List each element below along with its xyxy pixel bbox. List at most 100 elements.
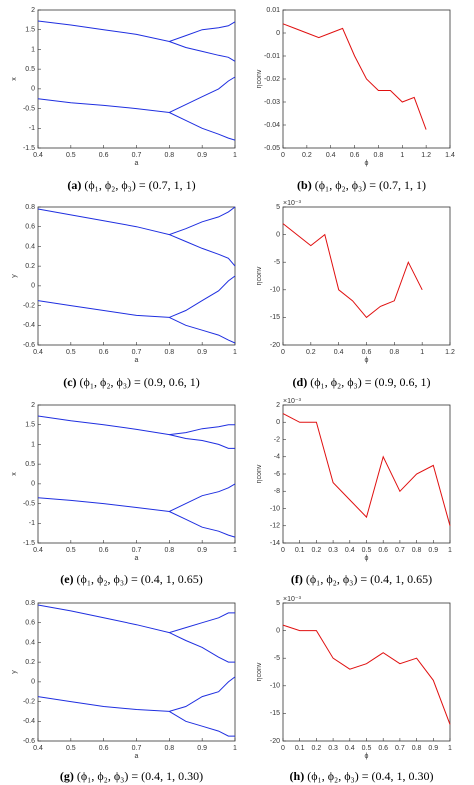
y-tick-label: -0.5	[23, 105, 35, 112]
data-line	[37, 604, 235, 634]
y-tick-label: -12	[270, 523, 280, 530]
y-multiplier: ×10⁻³	[283, 398, 302, 405]
y-tick-label: 0.2	[25, 263, 35, 270]
x-axis-label: a	[135, 357, 139, 364]
data-line	[37, 275, 236, 318]
panel-label: (g)	[60, 769, 74, 783]
caption-text: (ϕ₁, ϕ₂, ϕ₃) = (0.4, 1, 0.30)	[77, 769, 203, 783]
x-tick-label: 0.2	[312, 547, 322, 554]
y-tick-label: -1.5	[23, 145, 35, 152]
x-tick-label: 0.8	[164, 547, 174, 554]
y-tick-label: -1	[29, 125, 35, 132]
x-tick-label: 1	[448, 745, 452, 752]
x-tick-label: 0.7	[395, 745, 405, 752]
y-tick-label: 1.5	[25, 27, 35, 34]
y-tick-label: 0.5	[25, 461, 35, 468]
plot-frame	[37, 602, 236, 742]
y-tick-label: 0	[31, 481, 35, 488]
x-tick-label: 0.5	[66, 547, 76, 554]
x-tick-label: 0.1	[295, 745, 305, 752]
y-tick-label: 0.2	[25, 659, 35, 666]
plot-frame	[37, 404, 236, 544]
x-tick-label: 0.8	[164, 349, 174, 356]
panel-label: (f)	[291, 572, 303, 586]
data-line	[37, 676, 236, 712]
x-axis-label: ϕ	[365, 160, 369, 167]
x-axis-label: ϕ	[365, 753, 369, 760]
data-line	[37, 206, 236, 236]
y-tick-label: 0	[31, 86, 35, 93]
x-tick-label: 0	[281, 152, 285, 159]
data-line	[169, 710, 235, 737]
y-tick-label: 0.4	[25, 639, 35, 646]
x-axis-label: ϕ	[365, 357, 369, 364]
x-tick-label: 0.7	[132, 745, 142, 752]
caption: (g) (ϕ₁, ϕ₂, ϕ₃) = (0.4, 1, 0.30)	[60, 769, 203, 783]
y-tick-label: 5	[276, 204, 280, 211]
panel-label: (b)	[297, 178, 312, 192]
y-tick-label: -0.5	[23, 500, 35, 507]
y-tick-label: -0.05	[264, 145, 280, 152]
data-line	[169, 632, 235, 663]
y-tick-label: 1	[31, 46, 35, 53]
x-tick-label: 0.2	[312, 745, 322, 752]
caption: (h) (ϕ₁, ϕ₂, ϕ₃) = (0.4, 1, 0.30)	[290, 769, 434, 783]
y-tick-label: -5	[274, 655, 280, 662]
x-tick-label: 0.4	[326, 152, 336, 159]
x-tick-label: 0.4	[33, 349, 43, 356]
x-tick-label: 0.6	[362, 349, 372, 356]
y-tick-label: 0	[31, 283, 35, 290]
y-axis-label: x	[11, 77, 18, 81]
x-axis-label: ϕ	[365, 555, 369, 562]
data-line	[169, 316, 236, 344]
y-tick-label: -1	[29, 520, 35, 527]
y-tick-label: -4	[274, 454, 280, 461]
y-axis-label: x	[11, 472, 18, 476]
x-tick-label: 1	[400, 152, 404, 159]
y-tick-label: 0	[276, 231, 280, 238]
caption-text: (ϕ₁, ϕ₂, ϕ₃) = (0.9, 0.6, 1)	[310, 375, 430, 389]
y-tick-label: 0.6	[25, 620, 35, 627]
y-tick-label: -0.6	[23, 738, 35, 745]
caption: (b) (ϕ₁, ϕ₂, ϕ₃) = (0.7, 1, 1)	[297, 178, 426, 192]
x-tick-label: 1.4	[445, 152, 455, 159]
x-tick-label: 0.9	[197, 152, 207, 159]
y-tick-label: -10	[270, 505, 280, 512]
x-tick-label: 0.9	[197, 547, 207, 554]
caption-text: (ϕ₁, ϕ₂, ϕ₃) = (0.9, 0.6, 1)	[80, 375, 200, 389]
x-tick-label: 0.4	[345, 745, 355, 752]
x-tick-label: 0.5	[66, 349, 76, 356]
y-tick-label: 0.6	[25, 224, 35, 231]
x-tick-label: 0.9	[197, 745, 207, 752]
x-tick-label: 0.3	[328, 547, 338, 554]
x-tick-label: 0.6	[99, 349, 109, 356]
x-tick-label: 0.8	[389, 349, 399, 356]
x-tick-label: 0.6	[99, 547, 109, 554]
plot-frame	[37, 9, 236, 149]
x-tick-label: 0.5	[66, 152, 76, 159]
caption-text: (ϕ₁, ϕ₂, ϕ₃) = (0.7, 1, 1)	[315, 178, 426, 192]
x-tick-label: 0.4	[33, 547, 43, 554]
y-tick-label: 0	[276, 419, 280, 426]
y-axis-label: ηconv	[256, 69, 263, 88]
y-tick-label: -0.02	[264, 76, 280, 83]
data-line	[37, 483, 236, 513]
y-axis-label: y	[11, 670, 18, 674]
plot-frame	[282, 602, 451, 742]
y-tick-label: 1	[31, 441, 35, 448]
caption: (d) (ϕ₁, ϕ₂, ϕ₃) = (0.9, 0.6, 1)	[293, 375, 431, 389]
y-tick-label: 1.5	[25, 422, 35, 429]
y-tick-label: -0.01	[264, 53, 280, 60]
y-tick-label: 0	[276, 30, 280, 37]
x-tick-label: 0	[281, 547, 285, 554]
y-tick-label: -8	[274, 488, 280, 495]
caption: (e) (ϕ₁, ϕ₂, ϕ₃) = (0.4, 1, 0.65)	[60, 572, 203, 586]
y-tick-label: 0	[276, 627, 280, 634]
x-tick-label: 0.7	[132, 349, 142, 356]
y-tick-label: 2	[276, 402, 280, 409]
panel-label: (a)	[67, 178, 81, 192]
x-tick-label: 0.2	[302, 152, 312, 159]
y-tick-label: -0.03	[264, 99, 280, 106]
plot-frame	[282, 206, 451, 346]
